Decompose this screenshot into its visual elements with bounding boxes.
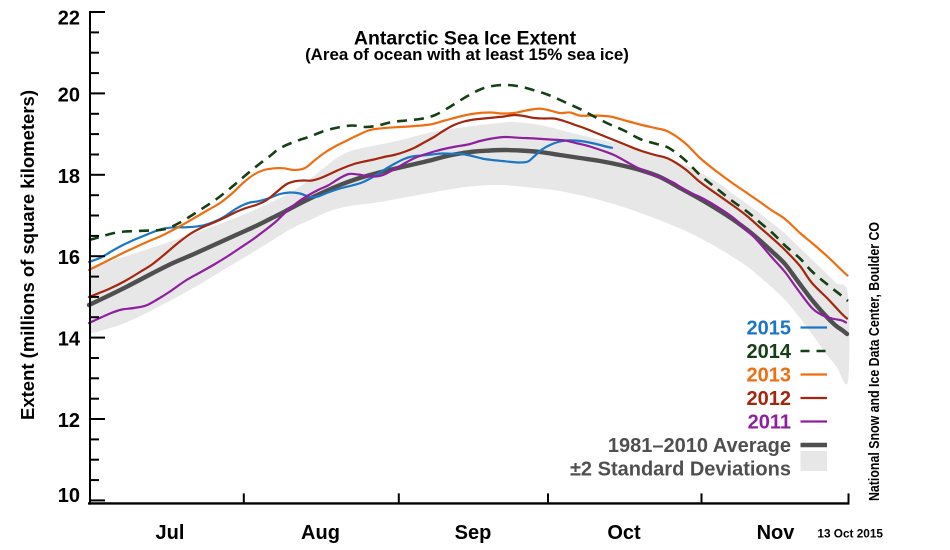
svg-text:20: 20 <box>58 84 80 106</box>
svg-text:2012: 2012 <box>747 388 792 410</box>
svg-text:12: 12 <box>58 410 80 432</box>
svg-text:(Area of ocean with at least 1: (Area of ocean with at least 15% sea ice… <box>305 45 629 64</box>
svg-text:Oct: Oct <box>607 522 641 544</box>
svg-text:National Snow and Ice Data Cen: National Snow and Ice Data Center, Bould… <box>867 222 883 501</box>
svg-text:16: 16 <box>58 247 80 269</box>
svg-text:22: 22 <box>58 8 80 30</box>
svg-text:2013: 2013 <box>747 365 792 387</box>
svg-text:Nov: Nov <box>757 522 796 544</box>
svg-text:1981–2010 Average: 1981–2010 Average <box>608 435 791 457</box>
svg-text:2014: 2014 <box>747 341 792 363</box>
svg-text:Extent (millions of square kil: Extent (millions of square kilometers) <box>17 90 38 420</box>
svg-text:Sep: Sep <box>455 522 492 544</box>
svg-text:2015: 2015 <box>747 318 792 340</box>
svg-text:14: 14 <box>58 329 81 351</box>
svg-text:13 Oct 2015: 13 Oct 2015 <box>817 527 883 541</box>
svg-text:Aug: Aug <box>301 522 340 544</box>
svg-text:2011: 2011 <box>748 412 791 434</box>
svg-text:Antarctic Sea Ice Extent: Antarctic Sea Ice Extent <box>354 28 577 50</box>
svg-text:±2 Standard Deviations: ±2 Standard Deviations <box>570 459 791 481</box>
svg-text:18: 18 <box>58 166 80 188</box>
svg-text:Jul: Jul <box>156 522 185 544</box>
svg-text:10: 10 <box>58 485 80 507</box>
